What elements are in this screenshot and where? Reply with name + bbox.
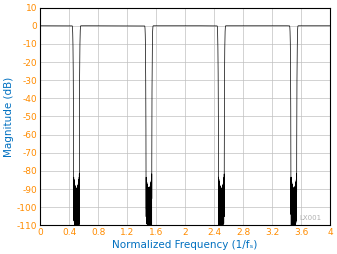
Text: LX001: LX001 — [299, 215, 321, 221]
X-axis label: Normalized Frequency (1/fₛ): Normalized Frequency (1/fₛ) — [113, 240, 258, 250]
Y-axis label: Magnitude (dB): Magnitude (dB) — [4, 76, 14, 157]
